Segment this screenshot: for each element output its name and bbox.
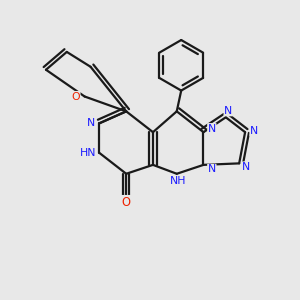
Text: N: N bbox=[250, 126, 258, 136]
Text: HN: HN bbox=[80, 148, 96, 158]
Text: NH: NH bbox=[170, 176, 187, 186]
Text: N: N bbox=[224, 106, 232, 116]
Text: N: N bbox=[86, 118, 95, 128]
Text: N: N bbox=[242, 162, 250, 172]
Text: O: O bbox=[122, 196, 131, 208]
Text: O: O bbox=[71, 92, 80, 101]
Text: N: N bbox=[208, 124, 216, 134]
Text: N: N bbox=[208, 164, 216, 174]
